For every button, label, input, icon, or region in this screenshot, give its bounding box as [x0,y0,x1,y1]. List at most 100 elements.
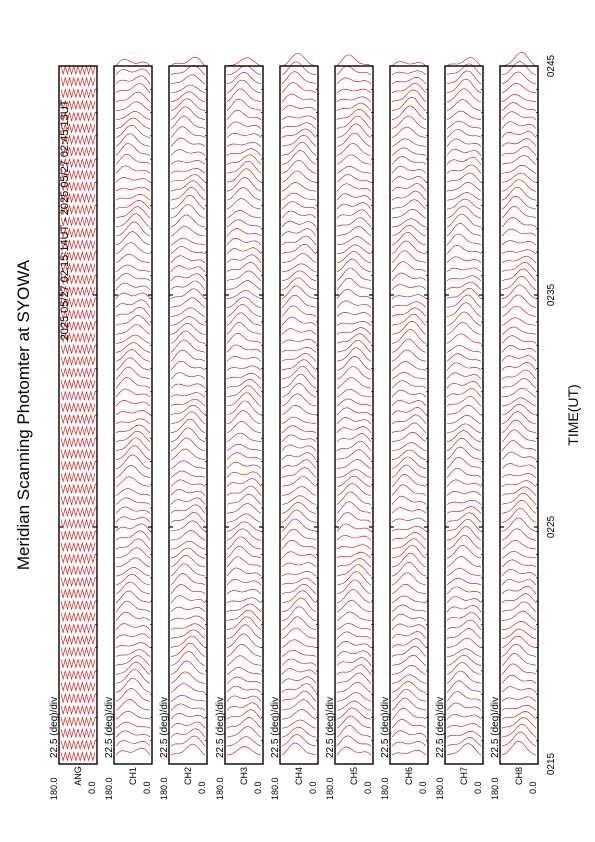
trace-line [336,650,372,657]
trace-line [226,410,262,425]
trace-line [336,320,372,326]
trace-line [226,333,262,344]
trace-line [336,347,372,362]
trace-line [281,668,317,675]
trace-line [446,222,482,237]
trace-line [115,557,151,568]
trace-line [501,568,537,577]
y-max-label: 180.0 [490,777,500,800]
trace-line [501,205,537,219]
x-tick-label: 0235 [546,283,557,306]
trace-line [226,695,262,702]
x-axis-label: TIME(UT) [565,384,581,445]
trace-line [281,486,317,496]
panel-traces [170,56,206,756]
trace-line [281,699,317,711]
trace-line [115,600,151,613]
trace-line [60,460,96,471]
trace-line [115,342,151,353]
trace-line [501,480,537,487]
trace-line [501,326,537,335]
trace-line [336,109,372,120]
trace-line [501,82,537,94]
trace-line [336,339,372,353]
channel-label: CH1 [128,767,138,785]
trace-line [281,425,317,434]
trace-line [446,244,482,255]
scale-label: 22.5 (deg)/div [380,697,391,758]
trace-line [226,513,262,523]
trace-line [501,492,537,505]
trace-line [391,70,427,76]
trace-line [115,366,151,380]
trace-line [391,495,427,505]
trace-line [226,536,262,550]
trace-line [336,236,372,246]
trace-line [226,344,262,353]
trace-line [115,464,151,478]
trace-line [391,507,427,514]
trace-line [60,157,96,169]
trace-line [391,431,427,443]
trace-line [391,414,427,425]
trace-line [281,476,317,487]
trace-line [501,179,537,192]
trace-line [336,115,372,129]
trace-line [170,721,206,729]
trace-line [336,174,372,183]
trace-line [501,305,537,317]
trace-line [170,115,206,129]
trace-line [501,740,537,756]
trace-line [446,518,482,532]
trace-line [170,204,206,219]
trace-line [226,160,262,174]
trace-line [391,718,427,729]
trace-line [501,593,537,604]
panel-traces [336,54,372,756]
trace-line [446,423,482,434]
trace-line [170,339,206,353]
trace-line [115,111,151,120]
trace-line [60,204,96,215]
trace-line [446,526,482,541]
trace-line [281,373,317,389]
trace-line [391,631,427,639]
trace-line [281,346,317,353]
trace-line [60,658,96,669]
trace-line [501,628,537,639]
trace-line [226,237,262,246]
trace-line [281,359,317,371]
trace-line [170,554,206,568]
trace-line [226,65,262,76]
trace-line [391,525,427,532]
trace-line [501,355,537,362]
trace-line [336,564,372,577]
x-tick-labels: 0215 0225 0235 0245 [546,54,557,775]
trace-line [446,467,482,478]
scale-label: 22.5 (deg)/div [325,697,336,758]
trace-line [501,653,537,666]
trace-line [391,380,427,389]
trace-line [281,577,317,586]
trace-line [391,307,427,317]
trace-line [170,246,206,255]
trace-line [115,730,151,738]
trace-line [446,702,482,711]
trace-line [391,595,427,604]
trace-line [226,148,262,156]
trace-line [115,186,151,192]
trace-line [115,567,151,577]
trace-line [226,57,262,67]
trace-line [336,154,372,165]
trace-line [170,392,206,398]
trace-line [115,497,151,505]
trace-line [60,437,96,448]
trace-line [446,275,482,282]
trace-line [336,735,372,747]
trace-line [501,284,537,299]
trace-line [281,683,317,693]
y-min-label: 0.0 [308,781,318,794]
trace-line [226,667,262,675]
trace-line [226,726,262,738]
trace-line [170,642,206,657]
